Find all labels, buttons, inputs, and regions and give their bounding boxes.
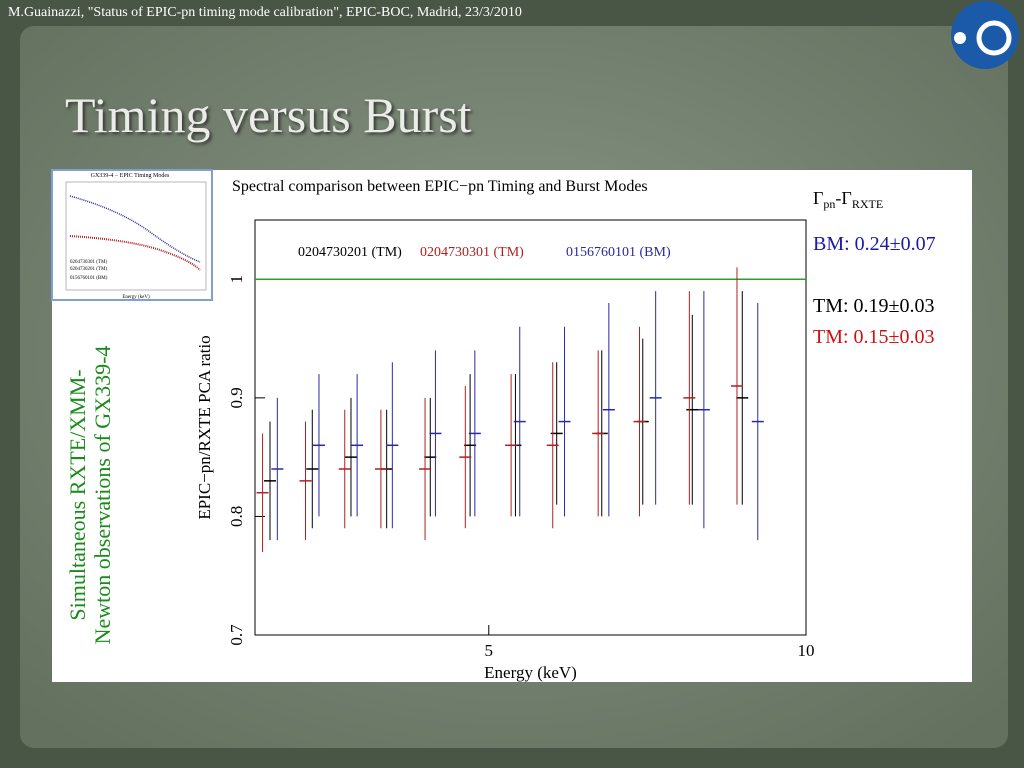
gamma: Γ: [813, 188, 823, 208]
x-tick-label: 10: [798, 641, 815, 660]
logo: [951, 1, 1019, 69]
subscript: pn: [823, 197, 835, 211]
legend-entry: 0204730201 (TM): [298, 245, 402, 260]
gamma: -Γ: [835, 188, 851, 208]
x-axis-label: Energy (keV): [484, 663, 577, 682]
side-note: Simultaneous RXTE/XMM-: [65, 369, 90, 620]
citation: M.Guainazzi, "Status of EPIC-pn timing m…: [8, 5, 522, 20]
inset: GX339-4 − EPIC Timing Modes 0204730301 (…: [51, 169, 213, 301]
side-note: Newton observations of GX339-4: [90, 346, 115, 645]
inset-legend: 0204730201 (TM): [70, 267, 107, 272]
y-tick-label: 1: [227, 275, 246, 284]
inset-legend: 0156760101 (BM): [70, 276, 108, 281]
slide-title: Timing versus Burst: [65, 87, 472, 143]
y-axis-label: EPIC−pn/RXTE PCA ratio: [195, 335, 214, 519]
result: TM: 0.15±0.03: [813, 326, 935, 348]
inset-title: GX339-4 − EPIC Timing Modes: [91, 173, 170, 179]
result: BM: 0.24±0.07: [813, 233, 936, 255]
chart-title: Spectral comparison between EPIC−pn Timi…: [232, 178, 648, 195]
results-heading: Γpn-ΓRXTE: [813, 188, 883, 211]
y-tick-label: 0.8: [227, 506, 246, 527]
subscript: RXTE: [852, 197, 883, 211]
result: TM: 0.19±0.03: [813, 295, 935, 317]
x-tick-label: 5: [485, 641, 494, 660]
y-tick-label: 0.7: [227, 624, 246, 646]
inset-xlabel: Energy (keV): [122, 295, 150, 300]
legend-entry: 0156760101 (BM): [566, 245, 671, 260]
legend-entry: 0204730301 (TM): [420, 245, 524, 260]
plot-frame: [254, 219, 807, 636]
inset-legend: 0204730301 (TM): [70, 260, 107, 265]
y-tick-label: 0.9: [227, 387, 246, 408]
